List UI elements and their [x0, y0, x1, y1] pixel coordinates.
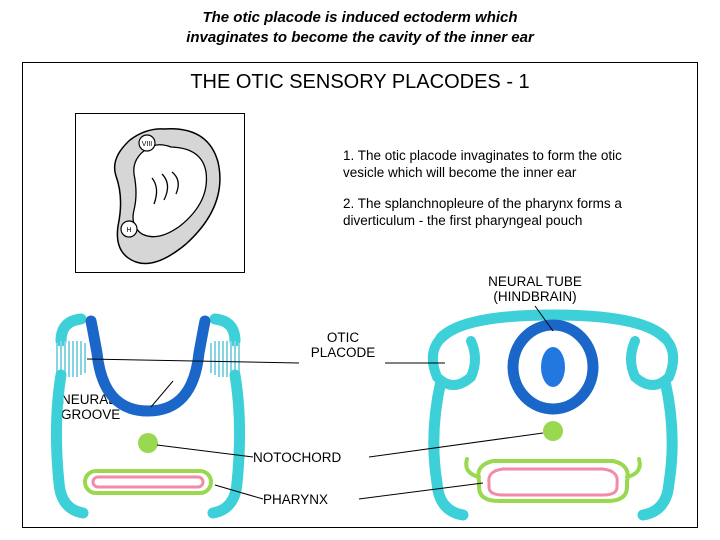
embryo-label-viii: VIII — [142, 141, 153, 148]
label-neural-tube: NEURAL TUBE(HINDBRAIN) — [455, 275, 615, 305]
right-section — [433, 315, 673, 515]
main-panel: THE OTIC SENSORY PLACODES - 1 VIII H 1. … — [22, 62, 698, 528]
header-line2: invaginates to become the cavity of the … — [60, 28, 660, 48]
embryo-svg: VIII H — [76, 114, 246, 274]
header-line1: The otic placode is induced ectoderm whi… — [60, 8, 660, 28]
subtitle: THE OTIC SENSORY PLACODES - 1 — [23, 63, 697, 100]
body-text: 1. The otic placode invaginates to form … — [343, 148, 653, 244]
embryo-inset: VIII H — [75, 113, 245, 273]
body-p2: 2. The splanchnopleure of the pharynx fo… — [343, 196, 653, 230]
label-pharynx: PHARYNX — [263, 493, 363, 508]
embryo-label-h: H — [126, 227, 131, 234]
label-notochord: NOTOCHORD — [253, 451, 373, 466]
label-otic-placode: OTIC PLACODE — [293, 331, 393, 361]
label-neural-groove: NEURAL GROOVE — [61, 393, 151, 423]
body-p1: 1. The otic placode invaginates to form … — [343, 148, 653, 182]
